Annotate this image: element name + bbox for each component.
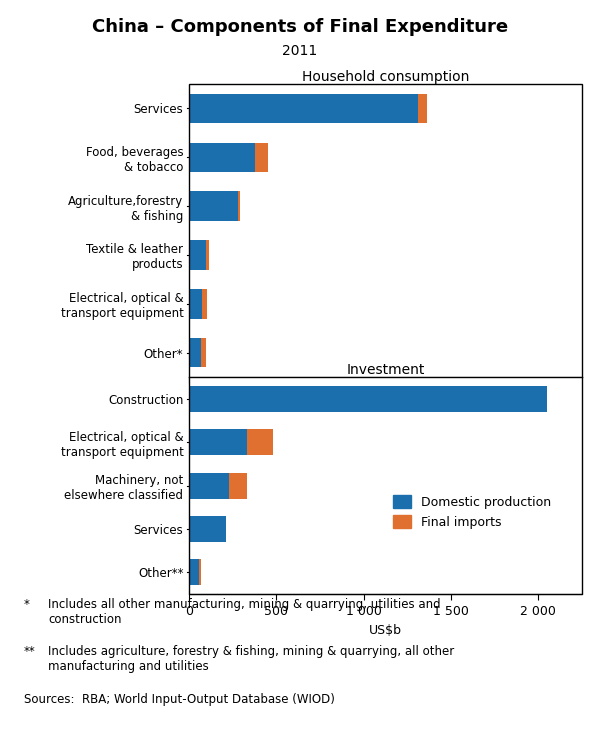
Text: **: ** xyxy=(24,645,36,658)
Bar xyxy=(247,429,273,456)
Bar xyxy=(199,559,201,585)
Text: China – Components of Final Expenditure: China – Components of Final Expenditure xyxy=(92,18,508,36)
Bar xyxy=(189,192,238,221)
Bar xyxy=(256,143,268,172)
Text: Sources:  RBA; World Input-Output Database (WIOD): Sources: RBA; World Input-Output Databas… xyxy=(24,693,335,706)
Text: Investment: Investment xyxy=(346,363,425,378)
Bar xyxy=(189,472,229,499)
Bar xyxy=(206,241,209,270)
Bar xyxy=(189,338,201,367)
Bar xyxy=(189,429,247,456)
Bar xyxy=(189,93,418,123)
Bar xyxy=(201,338,206,367)
Bar xyxy=(189,143,256,172)
Text: 2011: 2011 xyxy=(283,44,317,58)
Bar xyxy=(202,289,208,319)
Text: Includes agriculture, forestry & fishing, mining & quarrying, all other
manufact: Includes agriculture, forestry & fishing… xyxy=(48,645,454,673)
Bar xyxy=(189,289,202,319)
Bar xyxy=(189,386,547,412)
Bar xyxy=(189,241,206,270)
Text: Household consumption: Household consumption xyxy=(302,70,469,84)
Text: Includes all other manufacturing, mining & quarrying, utilities and
construction: Includes all other manufacturing, mining… xyxy=(48,598,440,625)
Bar xyxy=(189,559,199,585)
Bar xyxy=(418,93,427,123)
Bar xyxy=(229,472,247,499)
Legend: Domestic production, Final imports: Domestic production, Final imports xyxy=(392,494,551,529)
Bar xyxy=(189,516,226,542)
Text: *: * xyxy=(24,598,30,611)
Bar xyxy=(238,192,239,221)
X-axis label: US$b: US$b xyxy=(369,625,402,637)
